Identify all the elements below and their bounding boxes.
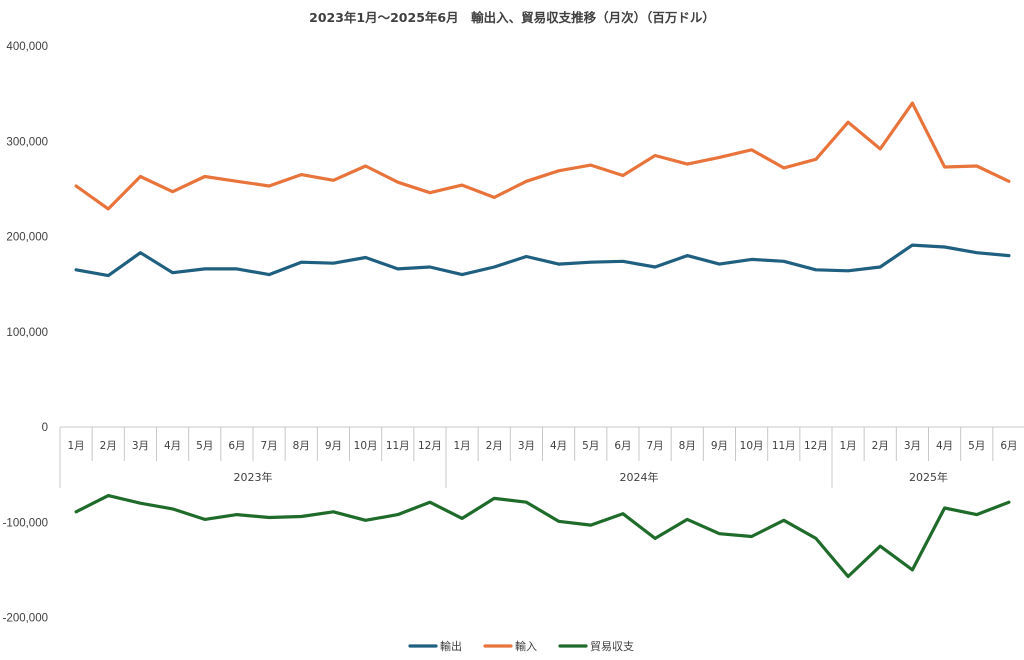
- chart-title: 2023年1月～2025年6月 輸出入、貿易収支推移（月次）（百万ドル）: [309, 10, 715, 25]
- x-tick-label: 5月: [196, 440, 213, 452]
- x-tick-label: 2月: [100, 440, 117, 452]
- legend-label: 輸出: [440, 639, 462, 653]
- x-tick-label: 1月: [453, 440, 470, 452]
- series-line-2: [74, 494, 1011, 579]
- x-tick-label: 1月: [67, 440, 84, 452]
- x-tick-label: 12月: [804, 440, 828, 452]
- x-tick-label: 6月: [1000, 440, 1017, 452]
- x-tick-label: 7月: [646, 440, 663, 452]
- series-line-0: [74, 243, 1011, 278]
- x-tick-label: 8月: [293, 440, 310, 452]
- x-axis: 1月 2月 3月 4月 5月 6月 7月 8月 9月 10月 11月 12月 1月 2月 3月 4月 5月 6月 7…: [59, 426, 1024, 488]
- legend-item: 貿易収支: [558, 640, 634, 653]
- x-tick-label: 6月: [228, 440, 245, 452]
- legend-label: 貿易収支: [590, 640, 634, 653]
- x-tick-label: 9月: [325, 440, 342, 452]
- legend-item: 輸入: [483, 639, 537, 653]
- x-tick-label: 10月: [354, 440, 378, 452]
- x-tick-label: 10月: [740, 440, 764, 452]
- y-tick-label: -100,000: [3, 517, 48, 529]
- y-tick-label: 100,000: [6, 327, 48, 339]
- year-group-label: 2024年: [620, 470, 659, 484]
- x-tick-label: 4月: [936, 440, 953, 452]
- x-tick-label: 4月: [550, 440, 567, 452]
- x-tick-label: 8月: [679, 440, 696, 452]
- x-tick-label: 3月: [518, 440, 535, 452]
- x-tick-label: 12月: [418, 440, 442, 452]
- year-group-label: 2025年: [909, 470, 948, 484]
- y-tick-label: 200,000: [6, 232, 48, 244]
- year-group-label: 2023年: [234, 470, 273, 484]
- x-tick-label: 3月: [132, 440, 149, 452]
- x-tick-label: 1月: [839, 440, 856, 452]
- y-axis: 400,000 300,000 200,000 100,000 0 -100,000 -20…: [3, 41, 48, 625]
- x-tick-label: 2月: [872, 440, 889, 452]
- x-tick-label: 5月: [968, 440, 985, 452]
- y-tick-label: 400,000: [6, 41, 48, 53]
- y-tick-label: 300,000: [6, 136, 48, 148]
- x-tick-label: 4月: [164, 440, 181, 452]
- legend-item: 輸出: [408, 639, 462, 653]
- x-tick-label: 11月: [386, 440, 410, 452]
- legend-label: 輸入: [515, 639, 537, 653]
- series-layer: [74, 101, 1011, 579]
- x-tick-label: 7月: [260, 440, 277, 452]
- x-tick-label: 2月: [486, 440, 503, 452]
- x-tick-label: 5月: [582, 440, 599, 452]
- x-tick-label: 9月: [711, 440, 728, 452]
- x-tick-label: 3月: [904, 440, 921, 452]
- legend: 輸出 輸入 貿易収支: [408, 639, 634, 653]
- x-tick-label: 6月: [614, 440, 631, 452]
- y-tick-label: -200,000: [3, 613, 48, 625]
- y-tick-label: 0: [42, 422, 48, 434]
- x-tick-label: 11月: [772, 440, 796, 452]
- series-line-1: [74, 101, 1011, 211]
